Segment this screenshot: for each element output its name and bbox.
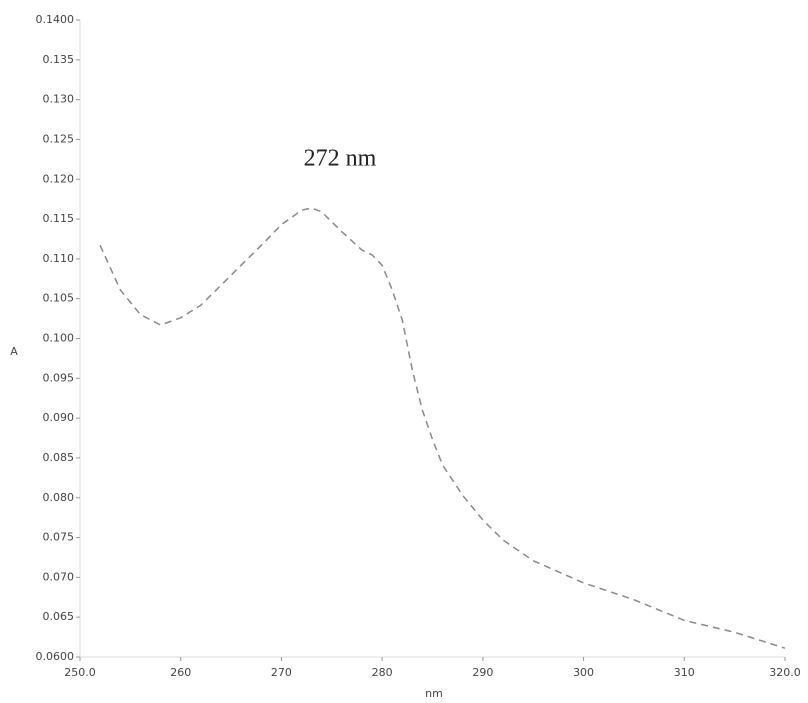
x-tick-label: 310: [674, 666, 695, 679]
y-tick-label: 0.065: [43, 610, 75, 623]
y-tick-label: 0.070: [43, 570, 75, 583]
y-tick-label: 0.095: [43, 371, 75, 384]
y-tick-label: 0.115: [43, 212, 75, 225]
x-tick-label: 250.0: [64, 666, 96, 679]
peak-annotation: 272 nm: [304, 146, 377, 172]
x-tick-label: 300: [573, 666, 594, 679]
y-tick-label: 0.110: [43, 252, 75, 265]
x-tick-label: 280: [372, 666, 393, 679]
y-tick-label: 0.0600: [36, 650, 75, 663]
y-tick-label: 0.080: [43, 491, 75, 504]
x-tick-label: 270: [271, 666, 292, 679]
y-tick-label: 0.135: [43, 53, 75, 66]
x-axis-label: nm: [425, 687, 443, 700]
y-tick-label: 0.090: [43, 411, 75, 424]
x-tick-label: 320.0: [769, 666, 801, 679]
y-tick-label: 0.1400: [36, 13, 75, 26]
y-tick-label: 0.100: [43, 332, 75, 345]
y-tick-label: 0.105: [43, 292, 75, 305]
spectrum-line: [99, 207, 786, 649]
x-tick-label: 260: [170, 666, 191, 679]
y-tick-label: 0.130: [43, 93, 75, 106]
x-tick-label: 290: [472, 666, 493, 679]
y-tick-label: 0.125: [43, 132, 75, 145]
y-tick-label: 0.075: [43, 531, 75, 544]
y-tick-label: 0.120: [43, 172, 75, 185]
y-axis-label: A: [10, 345, 18, 358]
y-tick-label: 0.085: [43, 451, 75, 464]
